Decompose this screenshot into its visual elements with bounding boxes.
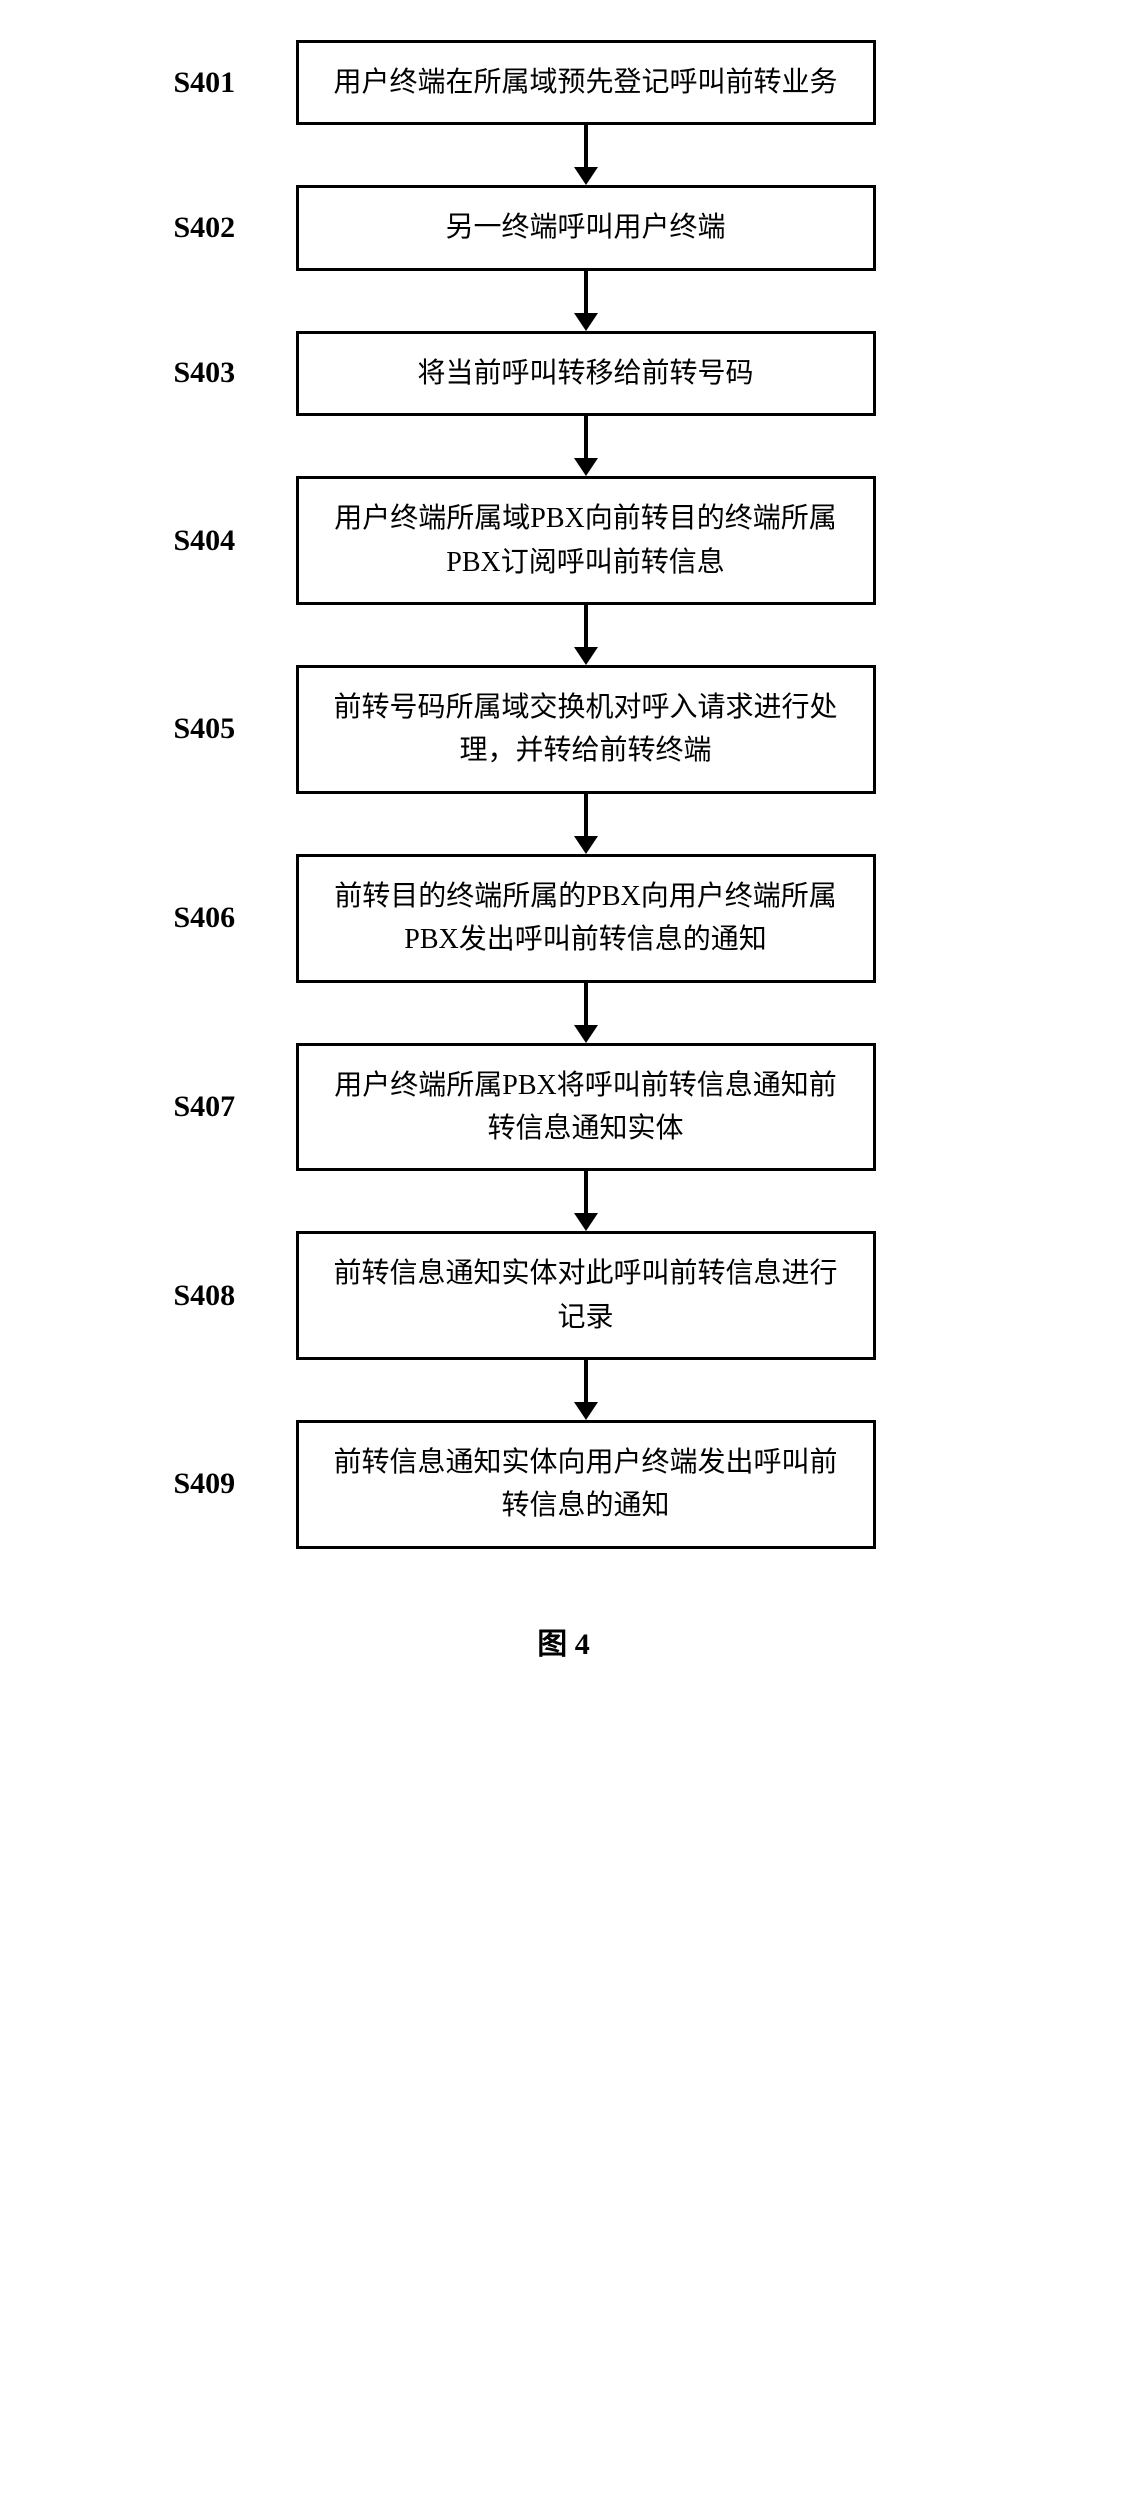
arrow-row (174, 1171, 954, 1231)
step-row: S409 前转信息通知实体向用户终端发出呼叫前转信息的通知 (174, 1420, 954, 1549)
arrow-down-icon (574, 605, 598, 665)
arrow-row (174, 983, 954, 1043)
step-text: 前转号码所属域交换机对呼入请求进行处理，并转给前转终端 (325, 686, 847, 773)
arrow-row (174, 416, 954, 476)
step-id: S405 (174, 712, 264, 746)
step-id: S402 (174, 211, 264, 245)
step-row: S401 用户终端在所属域预先登记呼叫前转业务 (174, 40, 954, 125)
step-text: 将当前呼叫转移给前转号码 (417, 352, 753, 395)
arrow-down-icon (574, 1171, 598, 1231)
step-id: S407 (174, 1090, 264, 1124)
step-text: 前转信息通知实体向用户终端发出呼叫前转信息的通知 (325, 1441, 847, 1528)
step-row: S402 另一终端呼叫用户终端 (174, 185, 954, 270)
step-box: 将当前呼叫转移给前转号码 (296, 331, 876, 416)
arrow-row (174, 605, 954, 665)
step-box: 另一终端呼叫用户终端 (296, 185, 876, 270)
step-text: 前转目的终端所属的PBX向用户终端所属PBX发出呼叫前转信息的通知 (325, 875, 847, 962)
step-row: S406 前转目的终端所属的PBX向用户终端所属PBX发出呼叫前转信息的通知 (174, 854, 954, 983)
step-id: S403 (174, 356, 264, 390)
step-id: S409 (174, 1467, 264, 1501)
arrow-row (174, 125, 954, 185)
step-text: 另一终端呼叫用户终端 (445, 206, 725, 249)
step-box: 前转信息通知实体向用户终端发出呼叫前转信息的通知 (296, 1420, 876, 1549)
step-row: S404 用户终端所属域PBX向前转目的终端所属PBX订阅呼叫前转信息 (174, 476, 954, 605)
arrow-row (174, 794, 954, 854)
flowchart-container: S401 用户终端在所属域预先登记呼叫前转业务 S402 另一终端呼叫用户终端 … (174, 40, 954, 1549)
step-box: 用户终端所属PBX将呼叫前转信息通知前转信息通知实体 (296, 1043, 876, 1172)
step-box: 用户终端所属域PBX向前转目的终端所属PBX订阅呼叫前转信息 (296, 476, 876, 605)
step-row: S403 将当前呼叫转移给前转号码 (174, 331, 954, 416)
arrow-down-icon (574, 983, 598, 1043)
arrow-down-icon (574, 794, 598, 854)
arrow-down-icon (574, 416, 598, 476)
step-box: 前转目的终端所属的PBX向用户终端所属PBX发出呼叫前转信息的通知 (296, 854, 876, 983)
step-id: S404 (174, 524, 264, 558)
step-row: S408 前转信息通知实体对此呼叫前转信息进行记录 (174, 1231, 954, 1360)
arrow-row (174, 271, 954, 331)
step-id: S401 (174, 66, 264, 100)
step-box: 用户终端在所属域预先登记呼叫前转业务 (296, 40, 876, 125)
step-id: S406 (174, 901, 264, 935)
step-id: S408 (174, 1279, 264, 1313)
step-row: S407 用户终端所属PBX将呼叫前转信息通知前转信息通知实体 (174, 1043, 954, 1172)
step-text: 用户终端所属PBX将呼叫前转信息通知前转信息通知实体 (325, 1064, 847, 1151)
arrow-down-icon (574, 1360, 598, 1420)
step-text: 用户终端在所属域预先登记呼叫前转业务 (333, 61, 837, 104)
step-text: 用户终端所属域PBX向前转目的终端所属PBX订阅呼叫前转信息 (325, 497, 847, 584)
step-box: 前转号码所属域交换机对呼入请求进行处理，并转给前转终端 (296, 665, 876, 794)
arrow-row (174, 1360, 954, 1420)
step-text: 前转信息通知实体对此呼叫前转信息进行记录 (325, 1252, 847, 1339)
arrow-down-icon (574, 271, 598, 331)
step-box: 前转信息通知实体对此呼叫前转信息进行记录 (296, 1231, 876, 1360)
arrow-down-icon (574, 125, 598, 185)
step-row: S405 前转号码所属域交换机对呼入请求进行处理，并转给前转终端 (174, 665, 954, 794)
figure-label: 图 4 (537, 1619, 590, 1663)
